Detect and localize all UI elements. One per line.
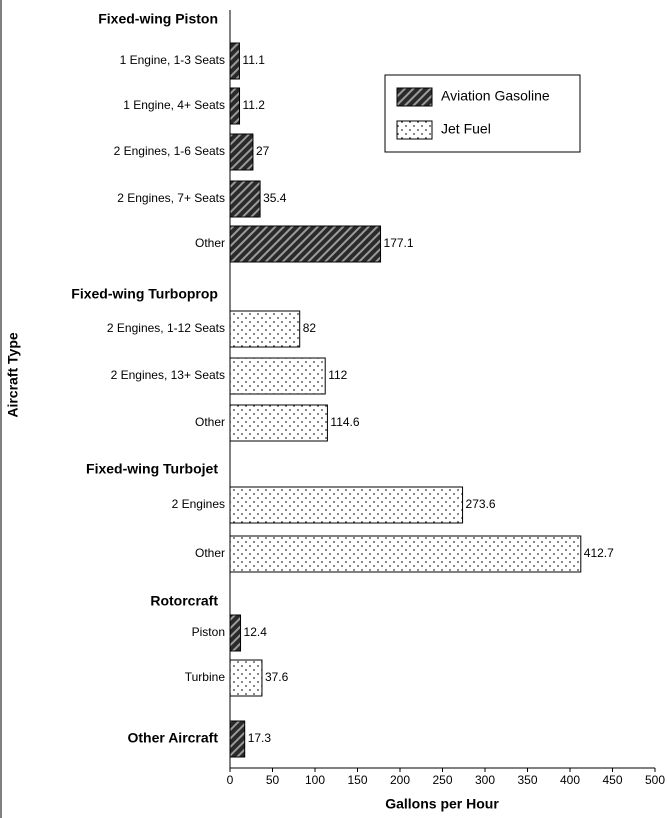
y-tick-label: 2 Engines, 1-12 Seats xyxy=(107,321,225,335)
x-tick-label: 350 xyxy=(517,773,537,787)
legend-label: Jet Fuel xyxy=(441,121,491,137)
data-label: 11.1 xyxy=(242,53,265,67)
data-label: 12.4 xyxy=(244,625,268,639)
group-label: Fixed-wing Turboprop xyxy=(71,286,218,302)
group-label: Rotorcraft xyxy=(150,593,218,609)
bar xyxy=(229,225,382,263)
bar xyxy=(229,180,261,218)
data-label: 177.1 xyxy=(384,236,414,250)
data-label: 114.6 xyxy=(330,415,359,429)
x-tick-label: 200 xyxy=(390,773,410,787)
y-tick-label: 2 Engines, 7+ Seats xyxy=(117,191,225,205)
y-tick-label: Other xyxy=(195,546,225,560)
bar xyxy=(229,720,246,758)
y-tick-label: 1 Engine, 4+ Seats xyxy=(123,98,225,112)
bar xyxy=(229,357,326,395)
bar xyxy=(229,42,240,80)
y-tick-label: 1 Engine, 1-3 Seats xyxy=(120,53,225,67)
bar xyxy=(229,486,464,524)
x-tick-label: 50 xyxy=(266,773,280,787)
bar xyxy=(229,404,328,442)
x-tick-label: 250 xyxy=(432,773,452,787)
bar xyxy=(229,133,254,171)
y-tick-label: Turbine xyxy=(185,670,226,684)
group-label: Fixed-wing Piston xyxy=(98,11,218,27)
bar xyxy=(229,614,242,652)
data-label: 112 xyxy=(328,368,347,382)
group-label: Other Aircraft xyxy=(127,730,218,746)
data-label: 27 xyxy=(256,144,270,158)
legend-swatch xyxy=(396,87,433,107)
data-label: 35.4 xyxy=(263,191,287,205)
data-label: 412.7 xyxy=(584,546,614,560)
legend-swatch xyxy=(396,120,433,140)
y-axis-title: Aircraft Type xyxy=(5,332,21,418)
x-tick-label: 100 xyxy=(305,773,325,787)
data-label: 37.6 xyxy=(265,670,289,684)
y-tick-label: Piston xyxy=(192,625,225,639)
bar xyxy=(229,310,301,348)
y-tick-label: Other xyxy=(195,236,225,250)
x-tick-label: 150 xyxy=(347,773,367,787)
group-label: Fixed-wing Turbojet xyxy=(86,461,218,477)
bar xyxy=(229,535,582,573)
data-label: 273.6 xyxy=(466,497,496,511)
y-tick-label: 2 Engines, 1-6 Seats xyxy=(114,144,225,158)
x-tick-label: 300 xyxy=(475,773,495,787)
x-tick-label: 450 xyxy=(602,773,622,787)
data-label: 11.2 xyxy=(243,98,266,112)
data-label: 17.3 xyxy=(248,731,272,745)
y-tick-label: Other xyxy=(195,415,225,429)
data-label: 82 xyxy=(303,321,317,335)
x-tick-label: 500 xyxy=(645,773,665,787)
x-axis-title: Gallons per Hour xyxy=(385,796,499,812)
y-tick-label: 2 Engines xyxy=(172,497,225,511)
legend-label: Aviation Gasoline xyxy=(441,88,550,104)
bar xyxy=(229,87,241,125)
bar xyxy=(229,659,263,697)
y-tick-label: 2 Engines, 13+ Seats xyxy=(111,368,225,382)
x-tick-label: 400 xyxy=(560,773,580,787)
x-tick-label: 0 xyxy=(227,773,234,787)
legend-box xyxy=(384,74,581,153)
